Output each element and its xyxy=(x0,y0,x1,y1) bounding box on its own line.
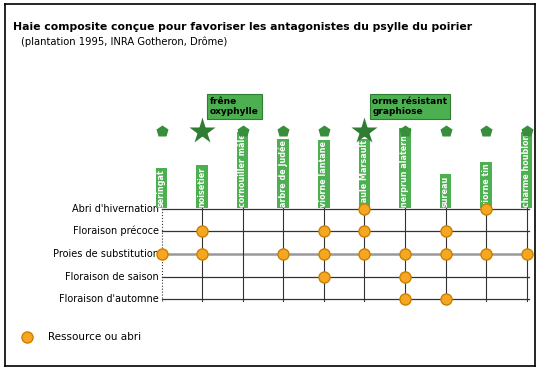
Text: saule Marsault: saule Marsault xyxy=(360,140,369,207)
Text: Proies de substitution: Proies de substitution xyxy=(53,249,159,259)
Text: Abri d'hivernation: Abri d'hivernation xyxy=(72,204,159,213)
Text: (plantation 1995, INRA Gotheron, Drôme): (plantation 1995, INRA Gotheron, Drôme) xyxy=(21,37,227,47)
Text: orme résistant
graphiose: orme résistant graphiose xyxy=(372,97,448,116)
Text: Floraison précoce: Floraison précoce xyxy=(73,226,159,236)
Text: cornouiller mâle: cornouiller mâle xyxy=(238,133,247,207)
Text: charme houblon: charme houblon xyxy=(522,134,531,207)
Text: nerprun alaterne: nerprun alaterne xyxy=(401,129,409,207)
Text: Floraison d'automne: Floraison d'automne xyxy=(59,294,159,304)
Text: noisetier: noisetier xyxy=(198,166,207,207)
Text: seringat: seringat xyxy=(157,169,166,207)
Text: sureau: sureau xyxy=(441,175,450,207)
Text: viorne lantane: viorne lantane xyxy=(319,141,328,207)
Text: arbre de Judée: arbre de Judée xyxy=(279,140,288,207)
Text: viorne tin: viorne tin xyxy=(482,163,490,207)
Text: frêne
oxyphylle: frêne oxyphylle xyxy=(210,97,259,116)
Text: Floraison de saison: Floraison de saison xyxy=(65,272,159,282)
Text: Ressource ou abri: Ressource ou abri xyxy=(48,332,141,342)
Text: Haie composite conçue pour favoriser les antagonistes du psylle du poirier: Haie composite conçue pour favoriser les… xyxy=(14,22,472,32)
